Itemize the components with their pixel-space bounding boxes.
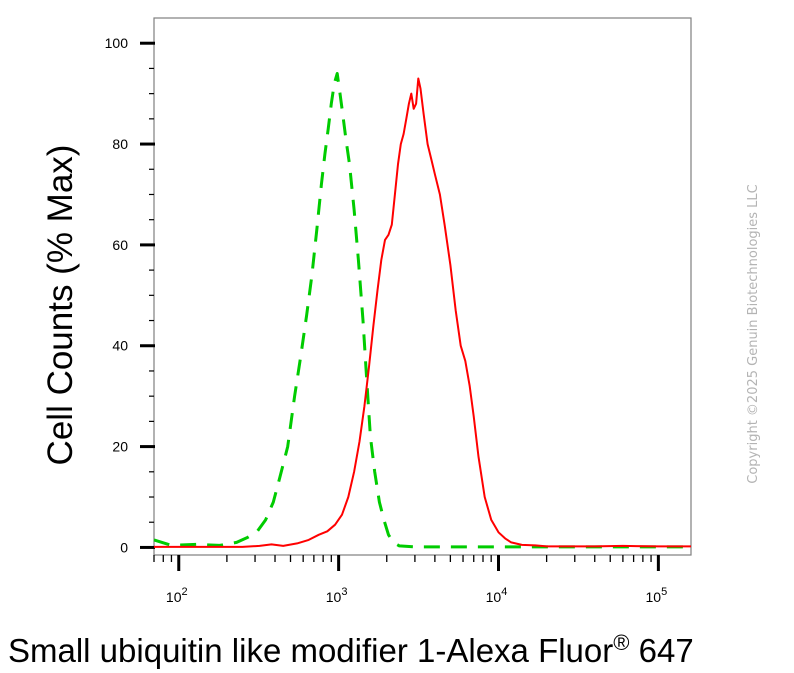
x-axis: 102 103 104 105 [153, 555, 668, 605]
series-line-solid [154, 77, 691, 548]
copyright-watermark: Copyright ©2025 Genuin Biotechnologies L… [746, 184, 761, 483]
y-tick-label: 100 [105, 35, 129, 51]
y-tick-label: 60 [112, 237, 128, 253]
plot-frame [153, 17, 692, 556]
series-layer [153, 72, 691, 549]
x-axis-label-main: Small ubiquitin like modifier 1-Alexa Fl… [8, 632, 613, 669]
series-line-dashed [153, 72, 691, 549]
y-axis-label: Cell Counts (% Max) [41, 145, 80, 466]
x-tick-label: 102 [166, 586, 188, 605]
x-axis-label: Small ubiquitin like modifier 1-Alexa Fl… [8, 630, 694, 669]
y-tick-label: 20 [112, 439, 128, 455]
y-tick-label: 40 [112, 338, 128, 354]
y-axis: 0 20 40 60 80 100 [105, 35, 155, 555]
x-axis-label-suffix: 647 [629, 632, 693, 669]
x-axis-label-registered-mark: ® [613, 630, 629, 655]
y-tick-label: 0 [120, 539, 128, 555]
y-tick-label: 80 [112, 136, 128, 152]
x-tick-label: 105 [646, 586, 668, 605]
x-tick-label: 103 [326, 586, 348, 605]
x-tick-label: 104 [486, 586, 508, 605]
